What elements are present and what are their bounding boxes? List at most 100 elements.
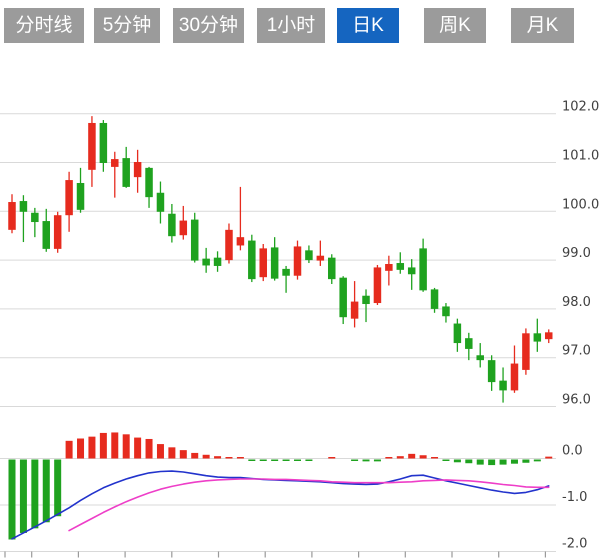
candle-body [53, 215, 62, 249]
candle-body [487, 360, 496, 383]
candle-body [76, 182, 85, 210]
macd-histogram-bar [77, 438, 85, 459]
candle-body [328, 257, 336, 280]
candle-body [145, 167, 153, 198]
macd-histogram-bar [533, 459, 541, 462]
macd-histogram-bar [396, 456, 404, 459]
candle-body [8, 202, 16, 230]
candle-body [465, 338, 473, 349]
candle-body [510, 363, 519, 391]
macd-histogram-bar [362, 459, 370, 462]
macd-histogram-bar [179, 450, 187, 459]
candle-body [202, 258, 210, 266]
tab-5min[interactable]: 5分钟 [94, 8, 160, 43]
macd-histogram-bar [259, 459, 267, 461]
macd-histogram-bar [168, 447, 176, 459]
macd-histogram-bar [453, 459, 461, 463]
macd-histogram-bar [282, 459, 290, 461]
candle-body [305, 250, 313, 261]
macd-histogram-bar [214, 456, 222, 459]
candle-body [385, 264, 393, 271]
candle-body [168, 213, 176, 237]
macd-histogram-bar [408, 453, 416, 459]
macd-histogram-bar [271, 459, 279, 461]
candle-body [533, 333, 542, 342]
candle-body [270, 247, 279, 279]
upper-y-axis-label: 99.0 [562, 246, 591, 261]
macd-histogram-bar [476, 459, 484, 465]
candle-body [373, 267, 382, 304]
chart-period-tab-bar: 分时线 5分钟 30分钟 1小时 日K 周K 月K [0, 0, 604, 50]
candle-body [339, 277, 347, 318]
tab-1hour[interactable]: 1小时 [257, 8, 325, 43]
candle-body [88, 122, 96, 170]
upper-y-axis-label: 102.0 [562, 100, 599, 115]
macd-histogram-bar [65, 440, 73, 459]
macd-histogram-bar [431, 457, 439, 459]
candle-body [282, 268, 290, 276]
candle-body [99, 122, 108, 163]
macd-histogram-bar [156, 444, 164, 459]
macd-histogram-bar [19, 459, 27, 533]
macd-histogram-bar [419, 455, 427, 459]
candle-body [65, 180, 73, 216]
macd-histogram-bar [54, 459, 62, 517]
tab-monthly[interactable]: 月K [511, 8, 574, 43]
candle-body [42, 221, 51, 249]
macd-histogram-bar [522, 459, 530, 463]
upper-y-axis-label: 96.0 [562, 393, 591, 408]
candle-body [31, 212, 39, 223]
macd-histogram-bar [294, 459, 301, 461]
macd-histogram-bar [202, 454, 210, 459]
candle-body [453, 323, 462, 344]
macd-histogram-bar [111, 432, 119, 459]
macd-histogram-bar [236, 457, 244, 459]
macd-histogram-bar [305, 459, 313, 461]
candle-body [419, 248, 427, 291]
macd-histogram-bar [42, 459, 50, 523]
macd-histogram-bar [248, 459, 256, 461]
candle-body [442, 306, 450, 317]
macd-histogram-bar [88, 436, 96, 459]
candle-body [225, 229, 233, 261]
candle-body [430, 289, 439, 309]
upper-y-axis-label: 98.0 [562, 295, 591, 310]
macd-histogram-bar [373, 459, 381, 462]
candle-body [293, 246, 302, 276]
candle-body [396, 263, 405, 270]
tab-weekly[interactable]: 周K [424, 8, 486, 43]
macd-histogram-bar [134, 437, 142, 459]
candle-body [407, 267, 416, 275]
macd-histogram-bar [191, 452, 199, 459]
lower-y-axis-label: -2.0 [562, 537, 587, 552]
upper-y-axis-label: 97.0 [562, 344, 591, 359]
macd-dea-line [68, 478, 550, 532]
macd-histogram-bar [442, 459, 450, 461]
candle-body [156, 192, 165, 212]
macd-histogram-bar [545, 456, 553, 459]
macd-histogram-bar [31, 459, 39, 529]
macd-histogram-bar [465, 459, 473, 464]
candle-body [236, 237, 245, 246]
macd-histogram-bar [499, 459, 507, 465]
candle-body [190, 219, 199, 261]
tab-30min[interactable]: 30分钟 [173, 8, 244, 43]
candle-body [522, 333, 530, 370]
candle-body [544, 332, 553, 340]
candle-body [19, 201, 28, 212]
tab-timeline[interactable]: 分时线 [4, 8, 84, 43]
candle-body [362, 295, 370, 305]
macd-histogram-bar [8, 459, 16, 540]
macd-histogram-bar [351, 459, 359, 461]
macd-histogram-bar [488, 459, 496, 466]
macd-histogram-bar [122, 434, 130, 459]
macd-histogram-bar [99, 432, 107, 459]
tab-daily[interactable]: 日K [337, 8, 399, 43]
candle-body [259, 248, 267, 278]
macd-histogram-bar [328, 457, 336, 459]
macd-histogram-bar [145, 438, 153, 459]
upper-y-axis-label: 100.0 [562, 197, 599, 212]
candle-body [316, 255, 325, 261]
candle-body [213, 257, 222, 266]
